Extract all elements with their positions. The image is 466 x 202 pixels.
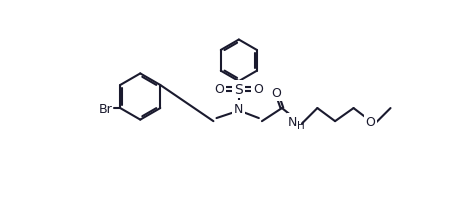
Text: O: O xyxy=(272,87,281,100)
Text: N: N xyxy=(288,115,297,128)
Text: O: O xyxy=(365,115,376,128)
Text: N: N xyxy=(234,102,244,115)
Text: S: S xyxy=(234,82,243,96)
Text: Br: Br xyxy=(99,102,113,115)
Text: O: O xyxy=(215,83,225,96)
Text: O: O xyxy=(253,83,263,96)
Text: H: H xyxy=(297,120,305,130)
